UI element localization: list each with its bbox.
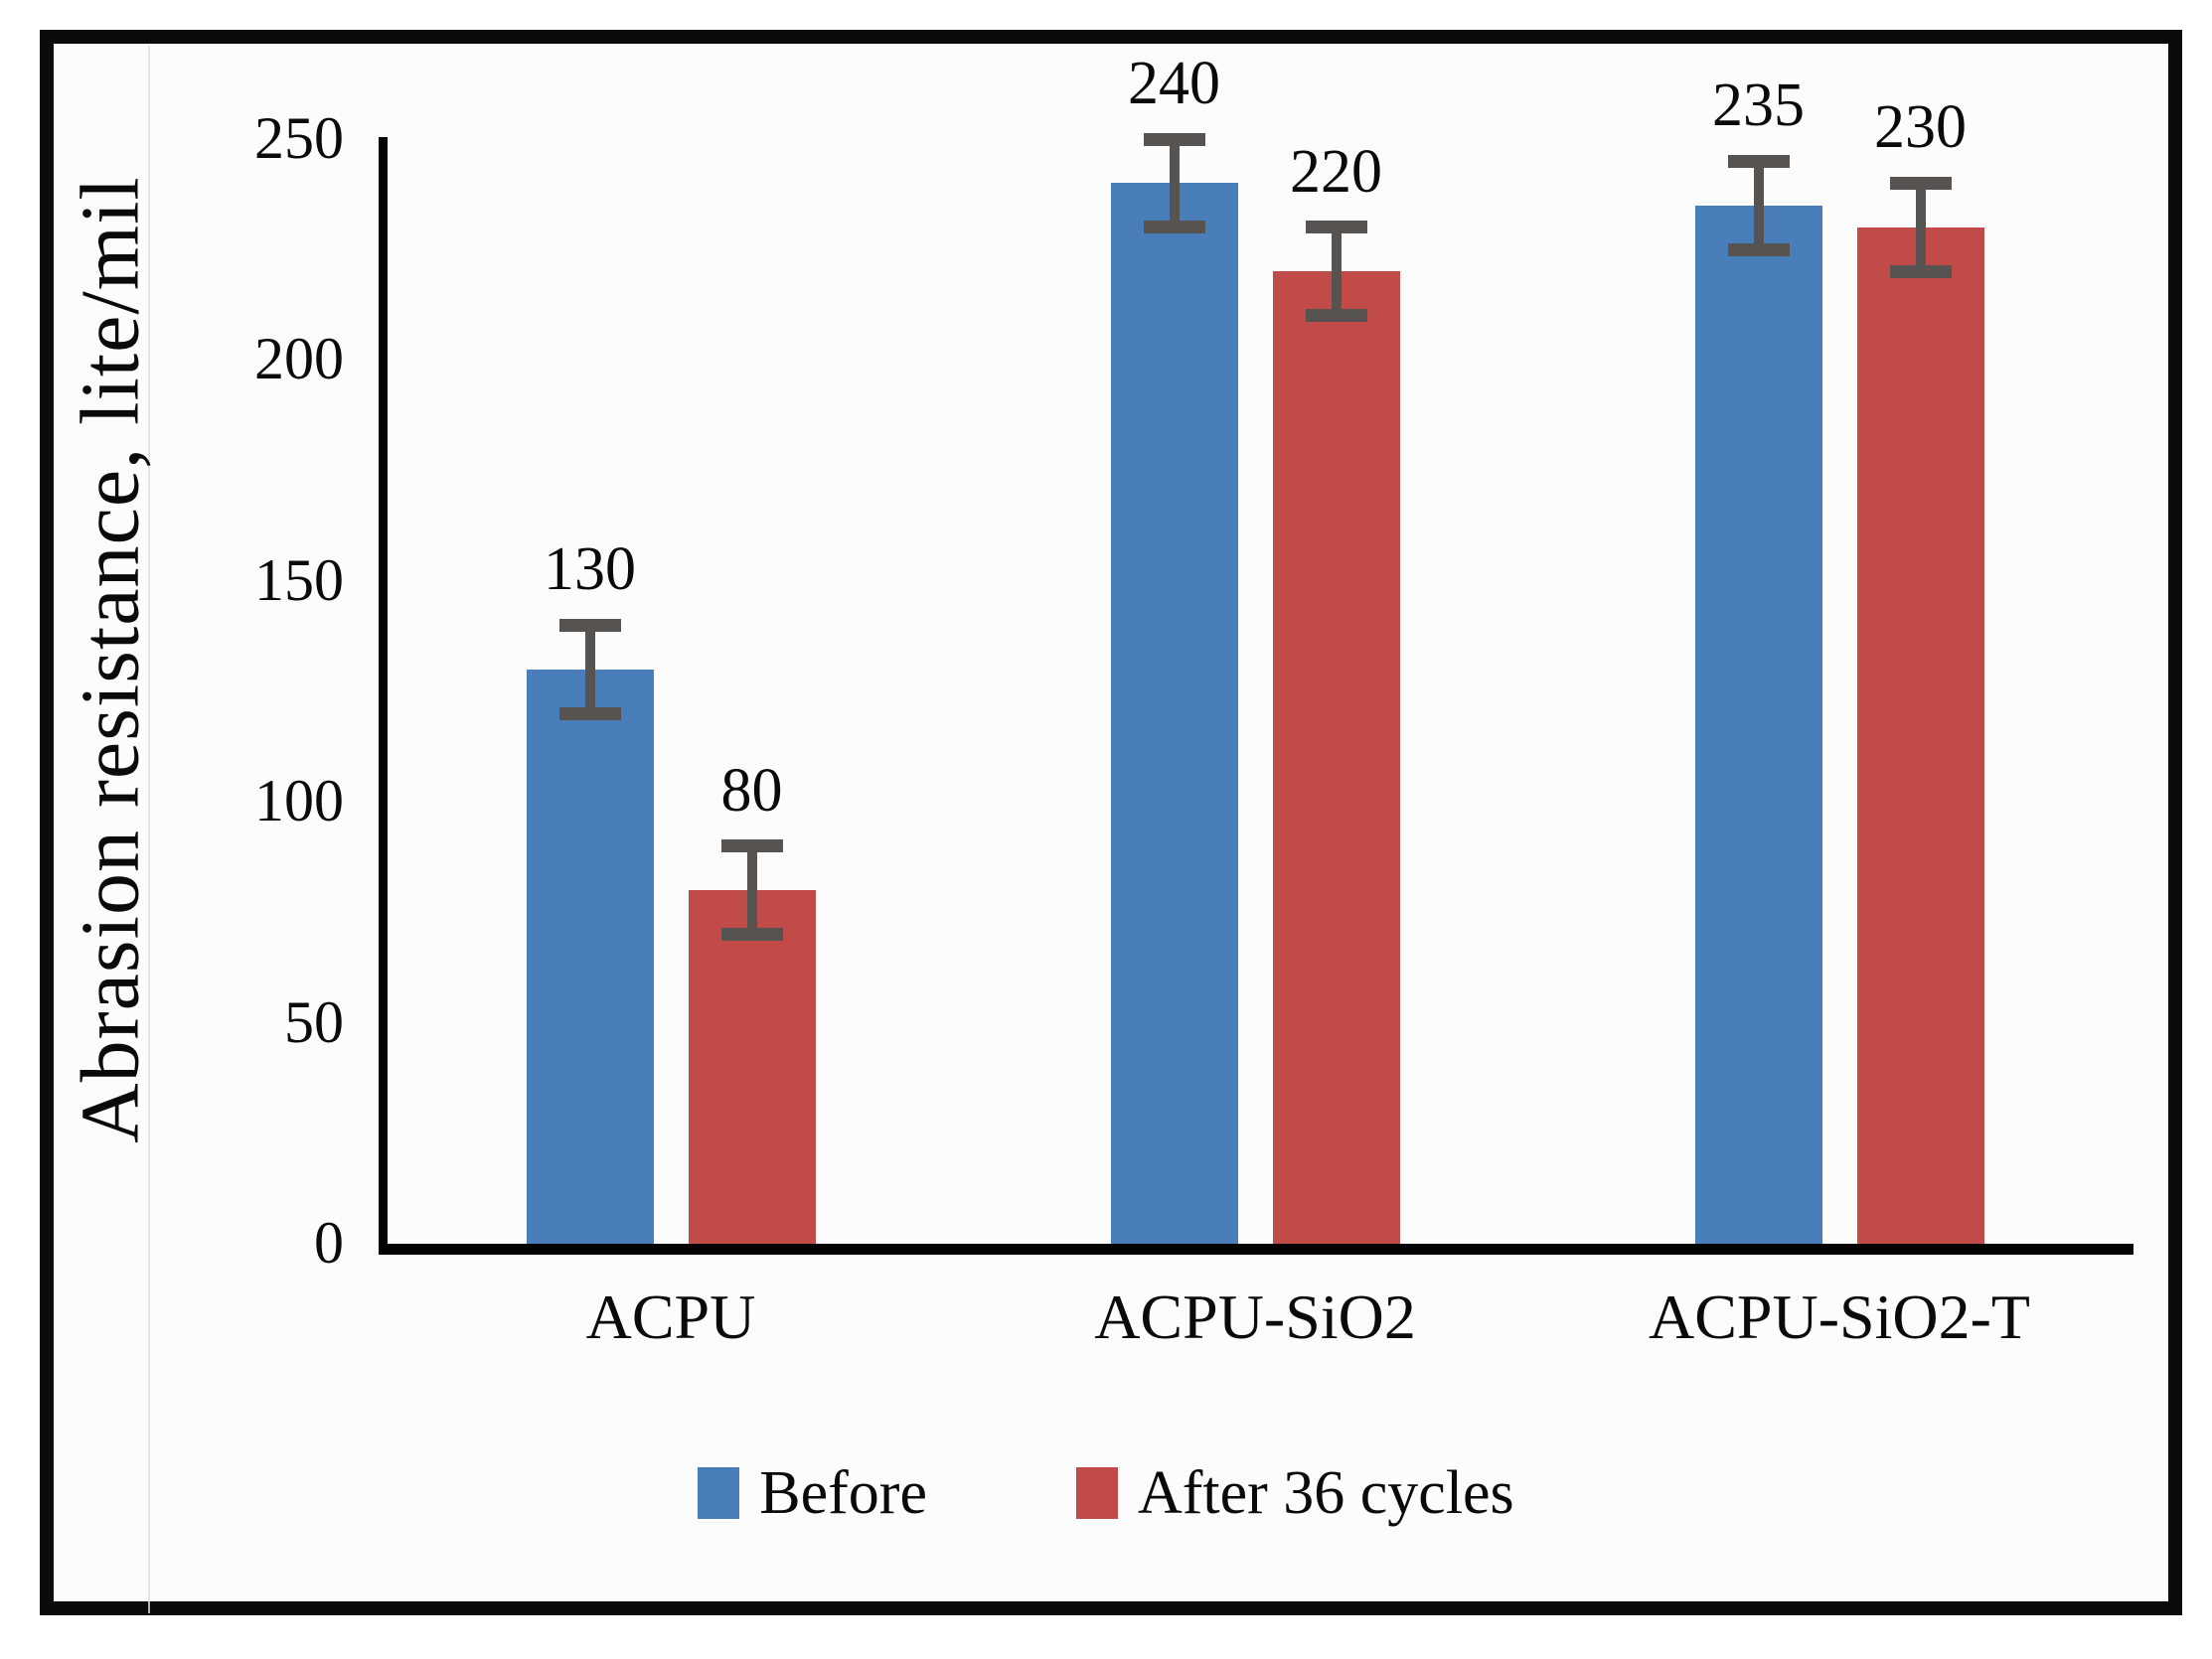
error-bar-stem-after-36-cycles-acpu bbox=[746, 845, 757, 935]
error-bar-cap-top-after-36-cycles-acpu bbox=[720, 839, 783, 853]
legend-swatch-before bbox=[698, 1467, 740, 1519]
value-label-before-acpu: 130 bbox=[544, 535, 636, 604]
error-bar-cap-bottom-after-36-cycles-acpu bbox=[720, 928, 783, 942]
error-bar-cap-bottom-before-acpu bbox=[558, 706, 621, 720]
legend-label-before: Before bbox=[759, 1459, 927, 1527]
y-axis-line bbox=[379, 137, 388, 1254]
x-category-label-acpu-sio2-t: ACPU-SiO2-T bbox=[1648, 1282, 2031, 1352]
chart-legend: Before After 36 cycles bbox=[0, 1458, 2212, 1528]
error-bar-stem-after-36-cycles-acpu-sio2 bbox=[1331, 226, 1342, 316]
value-label-after-36-cycles-acpu: 80 bbox=[720, 756, 783, 825]
y-tick-label-0: 0 bbox=[314, 1210, 344, 1276]
bar-after-36-cycles-acpu-sio2 bbox=[1272, 271, 1400, 1244]
legend-label-after-36-cycles: After 36 cycles bbox=[1137, 1459, 1514, 1527]
error-bar-cap-bottom-before-acpu-sio2-t bbox=[1727, 242, 1790, 256]
value-label-after-36-cycles-acpu-sio2-t: 230 bbox=[1874, 93, 1967, 162]
y-axis-title: Abrasion resistance, lite/mil bbox=[64, 176, 157, 1144]
error-bar-cap-bottom-after-36-cycles-acpu-sio2-t bbox=[1889, 264, 1952, 278]
y-tick-label-200: 200 bbox=[254, 326, 344, 392]
error-bar-stem-before-acpu bbox=[584, 625, 595, 714]
error-bar-cap-top-after-36-cycles-acpu-sio2 bbox=[1305, 221, 1367, 234]
legend-item-before: Before bbox=[698, 1458, 927, 1528]
y-tick-label-150: 150 bbox=[254, 546, 344, 613]
error-bar-stem-before-acpu-sio2 bbox=[1169, 139, 1180, 227]
y-tick-label-50: 50 bbox=[284, 988, 344, 1055]
y-tick-label-100: 100 bbox=[254, 768, 344, 834]
x-category-label-acpu: ACPU bbox=[585, 1282, 756, 1352]
error-bar-cap-bottom-before-acpu-sio2 bbox=[1143, 221, 1205, 234]
value-label-after-36-cycles-acpu-sio2: 220 bbox=[1290, 137, 1382, 206]
error-bar-stem-before-acpu-sio2-t bbox=[1753, 161, 1764, 250]
bar-after-36-cycles-acpu-sio2-t bbox=[1856, 226, 1984, 1244]
bar-before-acpu-sio2 bbox=[1110, 183, 1238, 1244]
x-axis-line bbox=[379, 1244, 2133, 1255]
bar-before-acpu-sio2-t bbox=[1694, 205, 1822, 1244]
bar-after-36-cycles-acpu bbox=[688, 890, 816, 1244]
error-bar-cap-top-before-acpu-sio2-t bbox=[1727, 154, 1790, 168]
error-bar-cap-bottom-after-36-cycles-acpu-sio2 bbox=[1305, 309, 1367, 323]
value-label-before-acpu-sio2-t: 235 bbox=[1712, 72, 1805, 140]
bar-before-acpu bbox=[526, 669, 654, 1244]
y-tick-label-250: 250 bbox=[254, 105, 344, 171]
scan-artifact-line bbox=[148, 46, 150, 1613]
legend-item-after-36-cycles: After 36 cycles bbox=[1075, 1458, 1514, 1528]
x-category-label-acpu-sio2: ACPU-SiO2 bbox=[1094, 1282, 1416, 1352]
error-bar-cap-top-before-acpu bbox=[558, 618, 621, 632]
value-label-before-acpu-sio2: 240 bbox=[1128, 50, 1220, 117]
error-bar-stem-after-36-cycles-acpu-sio2-t bbox=[1915, 183, 1926, 272]
error-bar-cap-top-before-acpu-sio2 bbox=[1143, 132, 1205, 146]
legend-swatch-after-36-cycles bbox=[1075, 1467, 1118, 1519]
error-bar-cap-top-after-36-cycles-acpu-sio2-t bbox=[1889, 176, 1952, 190]
